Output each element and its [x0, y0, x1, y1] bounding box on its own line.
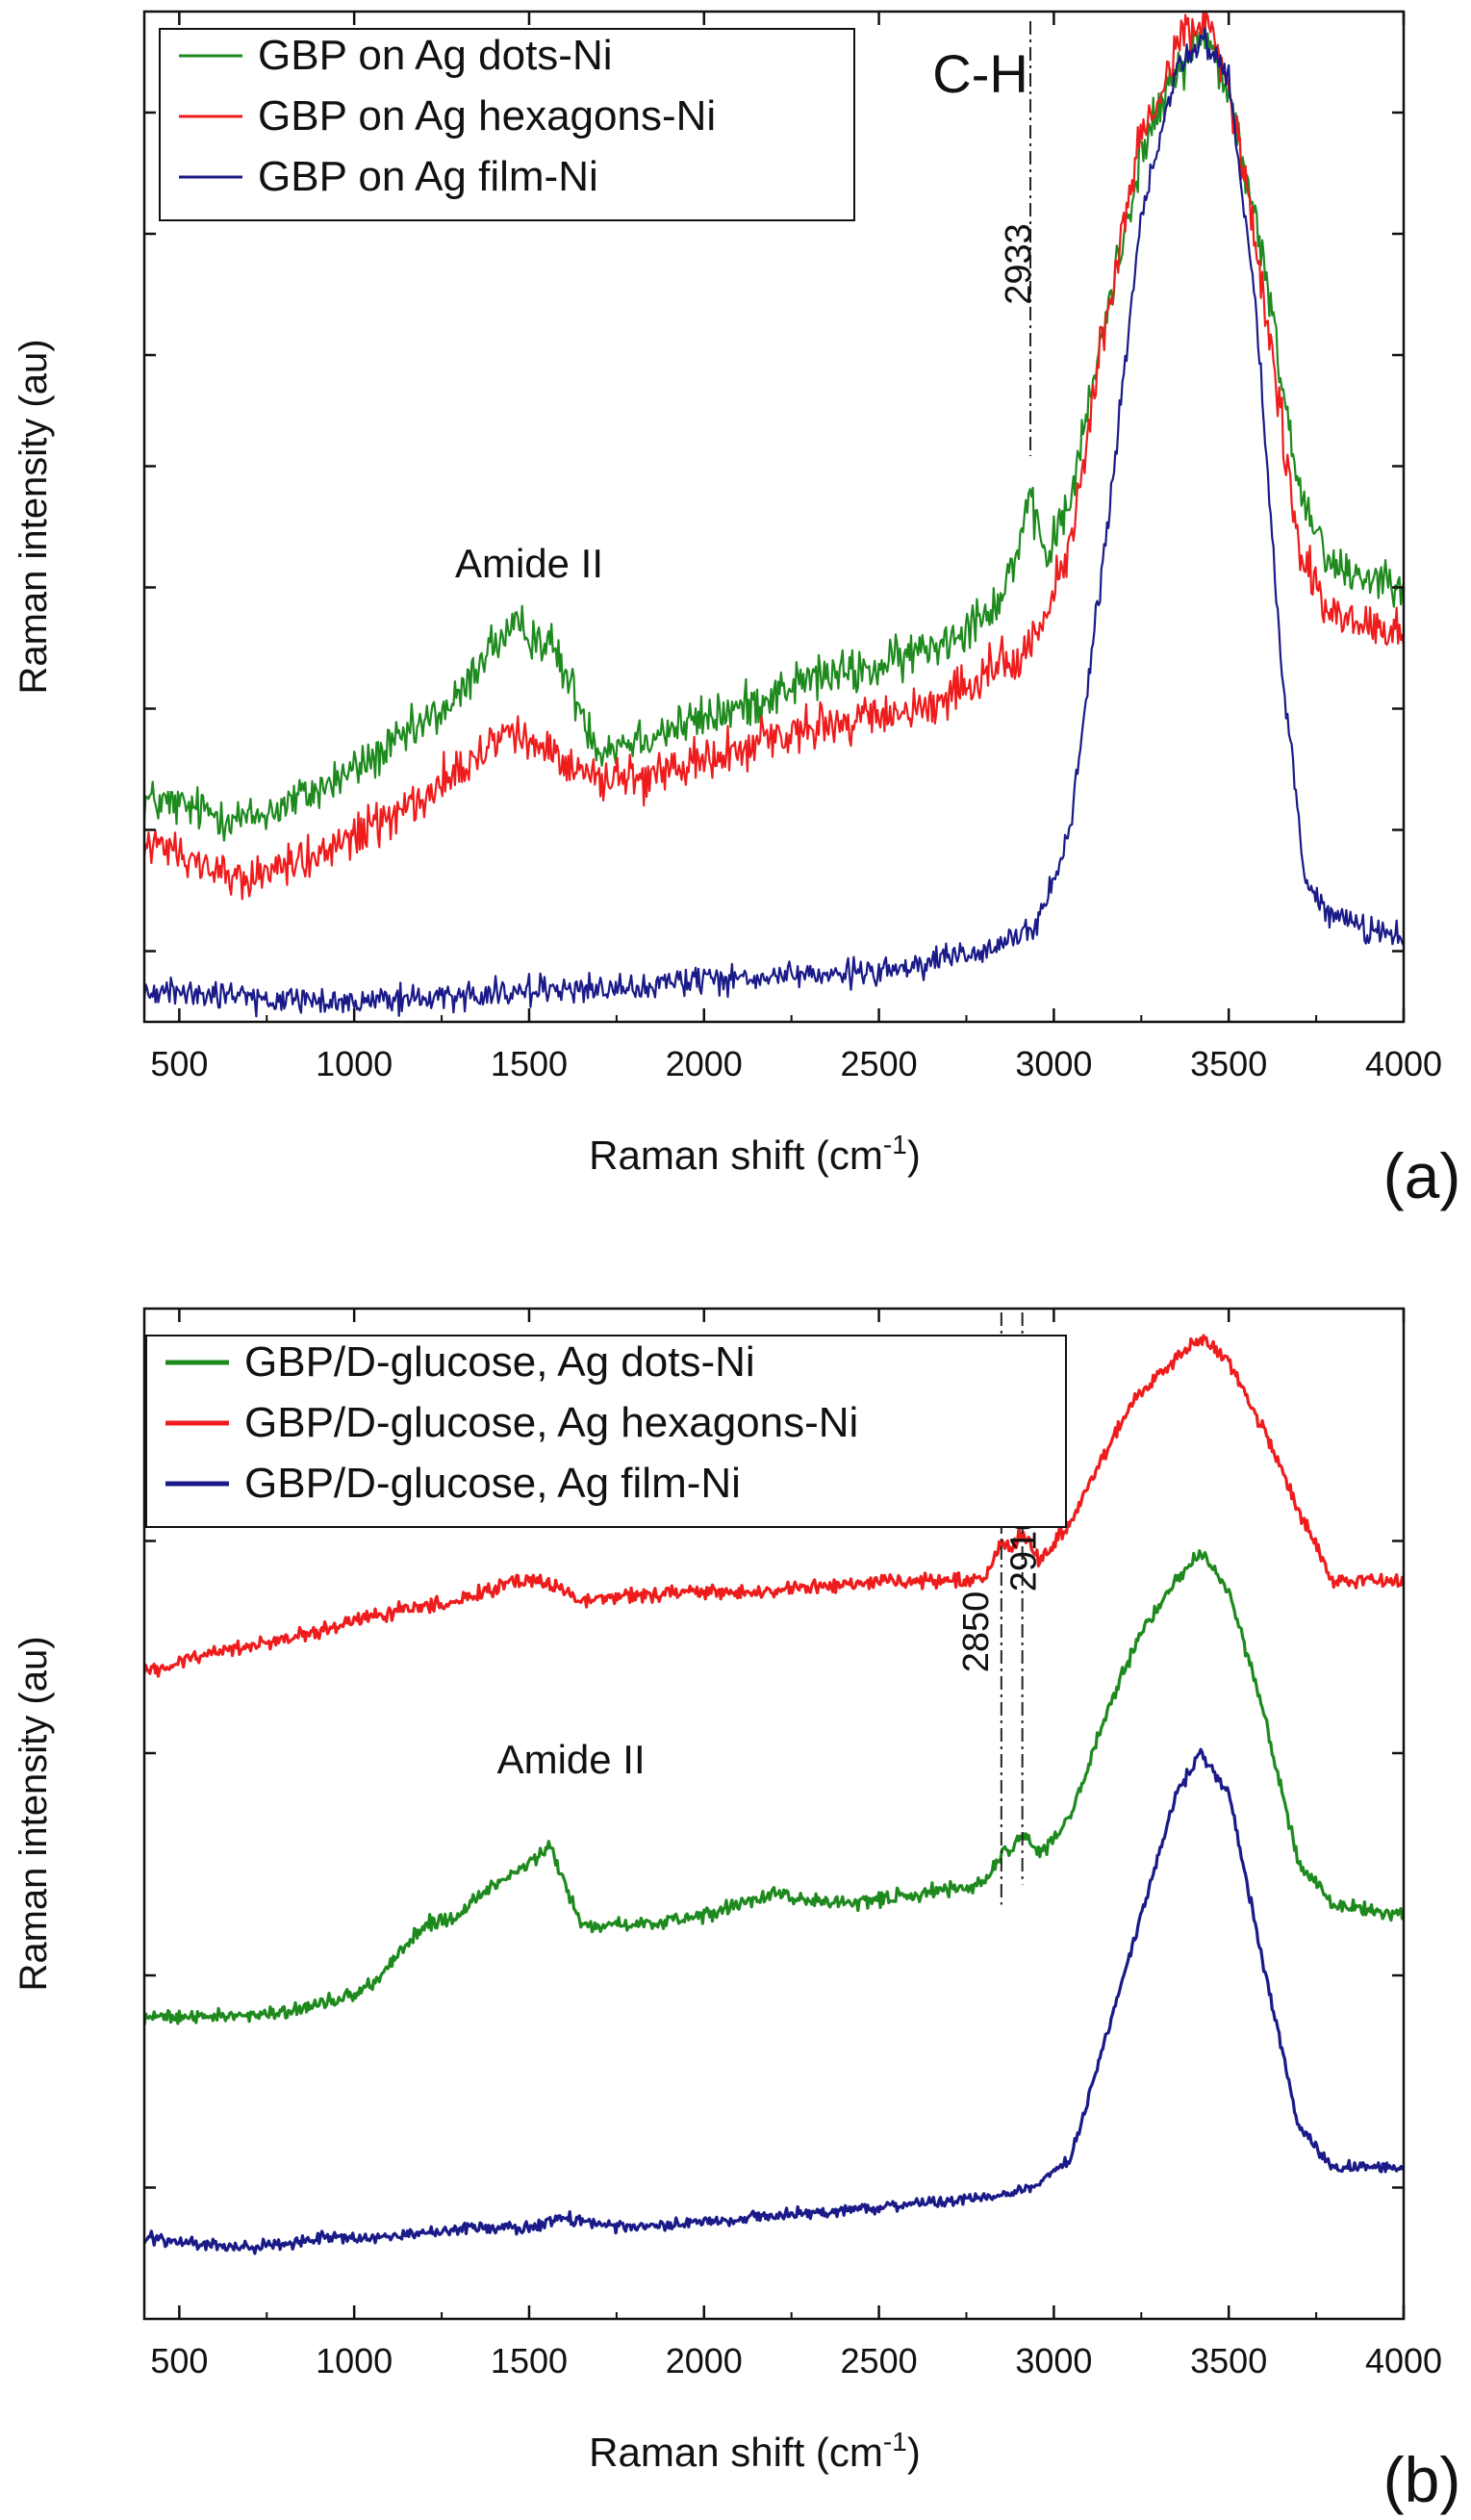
legend-entry-3: GBP/D-glucose, Ag film-Ni: [244, 1460, 741, 1507]
y-axis-label: Raman intensity (au): [13, 339, 55, 694]
series-line-2: [144, 1334, 1404, 1678]
panel-label: (a): [1383, 1140, 1461, 1211]
axes-frame: [142, 10, 1406, 1024]
legend-entry-1: GBP/D-glucose, Ag dots-Ni: [244, 1338, 755, 1386]
x-tick-label: 2500: [841, 1044, 918, 1083]
panel-a: 500 1000 1500 2000 2500 3000 3500 4000 Raman shi…: [13, 10, 1461, 1211]
legend-entry-2: GBP/D-glucose, Ag hexagons-Ni: [244, 1399, 858, 1446]
x-tick-label: 500: [150, 2341, 208, 2380]
legend-entry-3: GBP on Ag film-Ni: [258, 153, 598, 200]
annotation-3: 2933: [999, 223, 1039, 305]
x-axis-label: Raman shift (cm-1): [589, 1130, 921, 1178]
x-tick-label: 3500: [1190, 1044, 1267, 1083]
annotation-3: 2850: [956, 1591, 997, 1673]
x-axis-label: Raman shift (cm-1): [589, 2427, 921, 2475]
y-axis-label: Raman intensity (au): [13, 1636, 55, 1991]
annotation-2: Amide II: [497, 1737, 646, 1782]
x-tick-label: 3000: [1015, 1044, 1092, 1083]
x-tick-label: 2500: [841, 2341, 918, 2380]
x-tick-label: 4000: [1365, 1044, 1442, 1083]
x-tick-label: 3000: [1015, 2341, 1092, 2380]
x-tick-label: 2000: [666, 2341, 743, 2380]
series-line-3: [144, 27, 1404, 1018]
x-tick-label: 4000: [1365, 2341, 1442, 2380]
x-tick-label: 3500: [1190, 2341, 1267, 2380]
x-tick-label: 1000: [316, 1044, 393, 1083]
x-tick-label: 2000: [666, 1044, 743, 1083]
legend-box: [159, 28, 855, 221]
legend-entry-2: GBP on Ag hexagons-Ni: [258, 92, 716, 140]
legend-entry-1: GBP on Ag dots-Ni: [258, 32, 613, 79]
x-tick-label: 500: [150, 1044, 208, 1083]
panel-label: (b): [1383, 2444, 1461, 2515]
panel-b: 500 1000 1500 2000 2500 3000 3500 4000 Raman shi…: [13, 1307, 1461, 2515]
legend-box: [145, 1335, 1067, 1528]
series-line-1: [144, 1549, 1404, 2026]
x-tick-label: 1000: [316, 2341, 393, 2380]
series-line-2: [144, 12, 1404, 901]
x-tick-label: 1500: [491, 2341, 568, 2380]
axes-frame: [142, 1307, 1406, 2321]
annotation-1: Amide II: [455, 541, 603, 586]
x-tick-label: 1500: [491, 1044, 568, 1083]
series-line-3: [144, 1747, 1404, 2255]
annotation-2: C-H: [932, 43, 1028, 104]
